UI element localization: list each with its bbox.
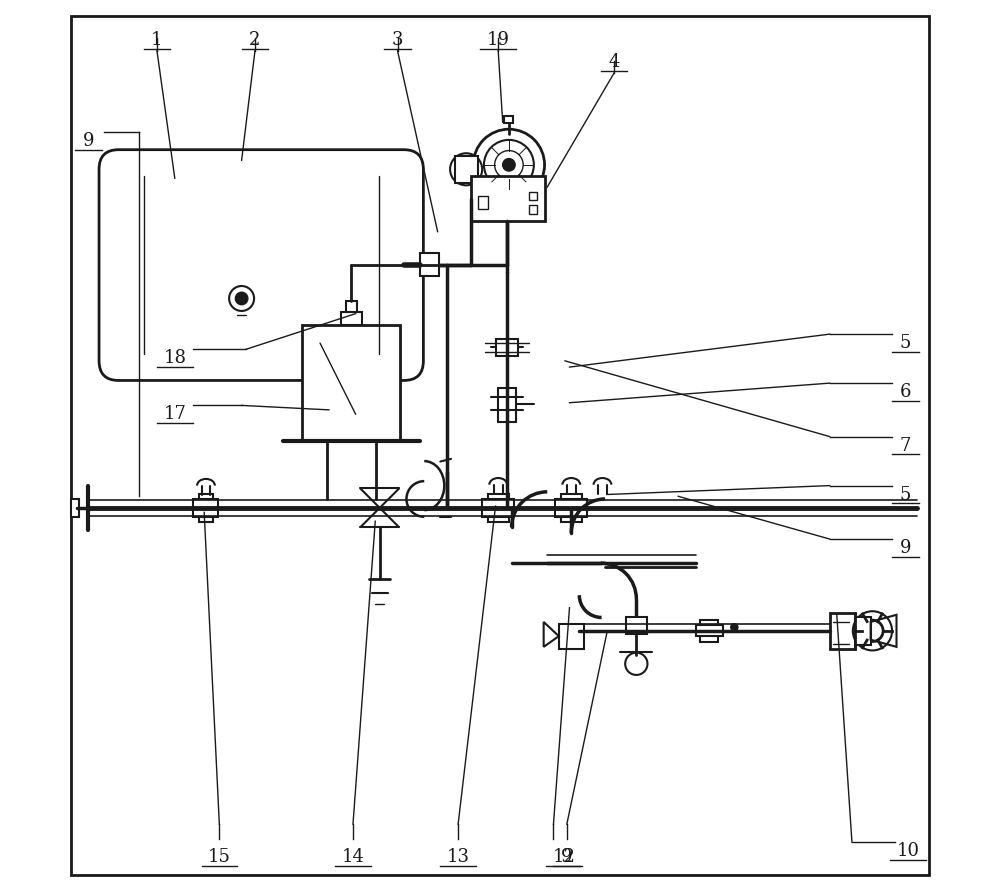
Text: 9: 9: [83, 132, 94, 150]
FancyBboxPatch shape: [99, 150, 423, 380]
Bar: [471, 176, 545, 221]
Bar: [455, 156, 478, 183]
Text: 5: 5: [900, 486, 911, 503]
Circle shape: [862, 620, 883, 642]
Bar: [626, 617, 647, 634]
Polygon shape: [544, 622, 559, 647]
Bar: [555, 499, 587, 517]
Bar: [700, 620, 718, 642]
Circle shape: [484, 140, 534, 190]
Text: 7: 7: [900, 437, 911, 454]
Text: 1: 1: [151, 31, 163, 49]
Text: 5: 5: [900, 334, 911, 352]
Bar: [830, 613, 855, 649]
Text: 9: 9: [561, 848, 573, 866]
Text: 3: 3: [392, 31, 403, 49]
Bar: [498, 388, 516, 422]
Text: 18: 18: [163, 349, 186, 367]
Circle shape: [229, 286, 254, 311]
Text: 6: 6: [900, 383, 911, 401]
Bar: [488, 494, 509, 522]
Text: 2: 2: [249, 31, 261, 49]
Text: 13: 13: [447, 848, 470, 866]
Text: 12: 12: [553, 848, 576, 866]
Bar: [199, 494, 213, 522]
Circle shape: [503, 159, 515, 171]
Bar: [302, 325, 400, 441]
Bar: [529, 192, 537, 200]
Bar: [341, 312, 362, 325]
Text: 4: 4: [608, 53, 620, 71]
Circle shape: [235, 292, 248, 305]
Circle shape: [450, 153, 482, 185]
Bar: [696, 625, 723, 636]
Bar: [482, 499, 514, 517]
Bar: [559, 624, 584, 649]
Circle shape: [457, 160, 475, 178]
Circle shape: [473, 129, 545, 200]
Text: 14: 14: [342, 848, 364, 866]
Bar: [502, 134, 516, 144]
Bar: [529, 205, 537, 214]
Bar: [420, 253, 439, 276]
Text: 15: 15: [208, 848, 231, 866]
Bar: [504, 116, 513, 123]
Bar: [855, 617, 871, 645]
Bar: [71, 499, 79, 517]
Text: 17: 17: [163, 405, 186, 423]
Bar: [346, 301, 357, 312]
Text: 9: 9: [900, 539, 911, 557]
Bar: [193, 499, 218, 517]
Circle shape: [495, 151, 523, 179]
Text: 19: 19: [487, 31, 510, 49]
Circle shape: [731, 624, 738, 631]
Text: 10: 10: [897, 842, 920, 860]
Bar: [478, 196, 488, 209]
Bar: [496, 339, 518, 356]
Bar: [561, 494, 582, 522]
